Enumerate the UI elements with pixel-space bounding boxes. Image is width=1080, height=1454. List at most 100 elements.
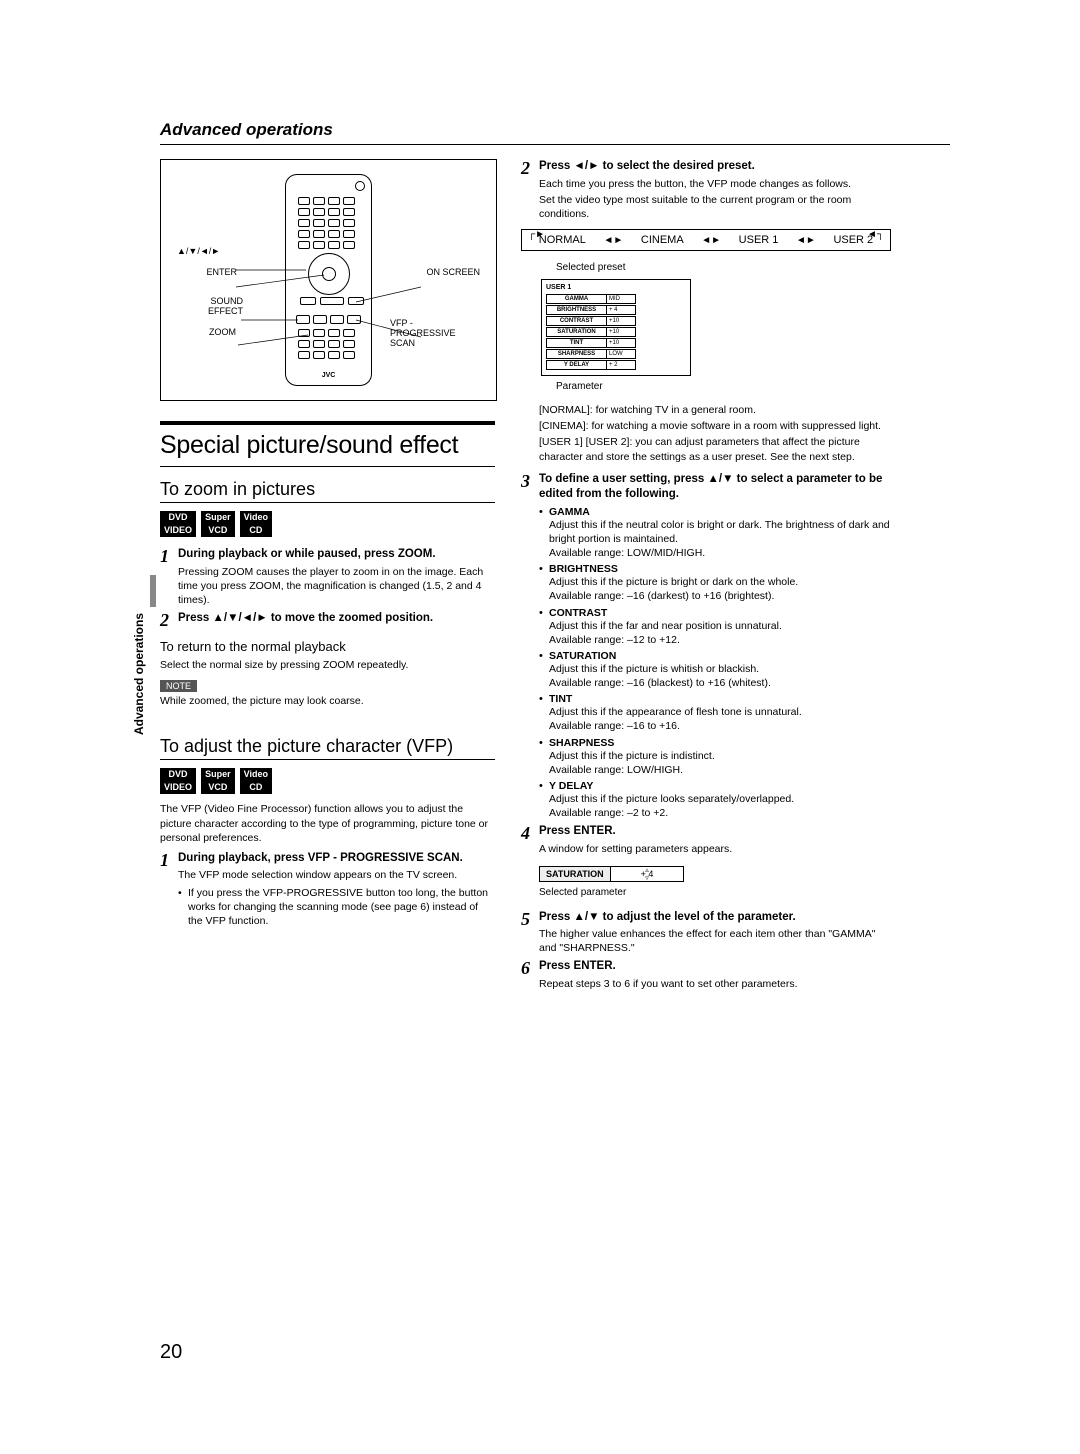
param-name: CONTRAST bbox=[549, 607, 782, 619]
saturation-adjust-box: SATURATION ▵ + 4 ▿ bbox=[539, 866, 684, 882]
param-name: GAMMA bbox=[549, 506, 891, 518]
section-header: Advanced operations bbox=[160, 120, 950, 145]
param-name: SHARPNESS bbox=[549, 737, 715, 749]
zoom-step-1: 1 During playback or while paused, press… bbox=[160, 547, 495, 607]
vfp-step-1: 1 During playback, press VFP - PROGRESSI… bbox=[160, 851, 495, 928]
step-number: 2 bbox=[160, 611, 178, 629]
flow-arrow-icon: ◄┐ bbox=[867, 229, 884, 240]
vfp-step-5: 5 Press ▲/▼ to adjust the level of the p… bbox=[521, 910, 891, 956]
remote-body: JVC bbox=[285, 174, 372, 386]
param-item: •CONTRASTAdjust this if the far and near… bbox=[539, 607, 891, 647]
flow-item: NORMAL bbox=[539, 234, 586, 246]
bullet-icon: • bbox=[539, 506, 549, 561]
step-heading: Press ENTER. bbox=[539, 959, 891, 975]
step-heading: Press ▲/▼ to adjust the level of the par… bbox=[539, 910, 891, 926]
note-text: While zoomed, the picture may look coars… bbox=[160, 694, 495, 708]
bullet-icon: • bbox=[539, 737, 549, 777]
remote-btn-row bbox=[300, 297, 364, 305]
preset-param-value: +10 bbox=[607, 338, 636, 348]
flow-item: CINEMA bbox=[641, 234, 684, 246]
step-number: 1 bbox=[160, 547, 178, 565]
note-label: NOTE bbox=[160, 680, 197, 692]
vfp-step-2: 2 Press ◄/► to select the desired preset… bbox=[521, 159, 891, 221]
step-text: Pressing ZOOM causes the player to zoom … bbox=[178, 565, 495, 608]
param-desc: Adjust this if the picture is whitish or… bbox=[549, 662, 771, 676]
step-heading: Press ENTER. bbox=[539, 824, 891, 840]
remote-label-zoom: ZOOM bbox=[209, 327, 236, 337]
return-heading: To return to the normal playback bbox=[160, 639, 495, 654]
remote-dpad-icon bbox=[308, 253, 350, 295]
preset-param-name: TINT bbox=[546, 338, 607, 348]
preset-flow-diagram: ┌► NORMAL ◄► CINEMA ◄► USER 1 ◄► USER 2 … bbox=[521, 229, 891, 251]
flow-arrow-icon: ┌► bbox=[528, 229, 545, 240]
step-text: The higher value enhances the effect for… bbox=[539, 927, 891, 955]
param-desc: Adjust this if the picture looks separat… bbox=[549, 792, 794, 806]
step-heading: Press ◄/► to select the desired preset. bbox=[539, 159, 891, 175]
mode-user: [USER 1] [USER 2]: you can adjust parame… bbox=[539, 435, 891, 463]
two-column-layout: ▲/▼/◄/► ENTER SOUNDEFFECT ZOOM ON SCREEN… bbox=[160, 159, 950, 995]
remote-diagram: ▲/▼/◄/► ENTER SOUNDEFFECT ZOOM ON SCREEN… bbox=[160, 159, 497, 401]
arrow-icon: ◄► bbox=[701, 235, 721, 246]
step-text: Each time you press the button, the VFP … bbox=[539, 177, 891, 191]
step-heading: During playback or while paused, press Z… bbox=[178, 547, 495, 563]
badge-super: Super bbox=[201, 511, 235, 524]
arrow-icon: ◄► bbox=[796, 235, 816, 246]
selected-param-label: Selected parameter bbox=[539, 886, 891, 900]
param-item: •BRIGHTNESSAdjust this if the picture is… bbox=[539, 563, 891, 603]
remote-btn-grid-1 bbox=[298, 197, 355, 249]
badge: Super bbox=[201, 768, 235, 781]
param-desc: Adjust this if the appearance of flesh t… bbox=[549, 705, 802, 719]
step-heading: Press ▲/▼/◄/► to move the zoomed positio… bbox=[178, 611, 495, 627]
preset-row: SATURATION+10 bbox=[546, 327, 686, 337]
param-name: TINT bbox=[549, 693, 802, 705]
param-item: •TINTAdjust this if the appearance of fl… bbox=[539, 693, 891, 733]
sat-value: ▵ + 4 ▿ bbox=[611, 867, 684, 881]
badge: VCD bbox=[201, 781, 235, 794]
preset-box-title: USER 1 bbox=[546, 284, 686, 291]
param-name: Y DELAY bbox=[549, 780, 794, 792]
vfp-intro: The VFP (Video Fine Processor) function … bbox=[160, 802, 495, 845]
badge: CD bbox=[240, 781, 272, 794]
param-range: Available range: –16 (blackest) to +16 (… bbox=[549, 676, 771, 690]
preset-row: GAMMAMID bbox=[546, 294, 686, 304]
preset-row: BRIGHTNESS+ 4 bbox=[546, 305, 686, 315]
step-heading: To define a user setting, press ▲/▼ to s… bbox=[539, 472, 891, 503]
preset-param-name: SHARPNESS bbox=[546, 349, 607, 359]
format-badges-2: DVD VIDEO Super VCD Video CD bbox=[160, 768, 495, 794]
step-number: 2 bbox=[521, 159, 539, 177]
preset-param-name: CONTRAST bbox=[546, 316, 607, 326]
preset-param-value: LOW bbox=[607, 349, 636, 359]
page-number: 20 bbox=[160, 1341, 182, 1364]
side-tab-marker bbox=[150, 575, 156, 607]
step-number: 6 bbox=[521, 959, 539, 977]
up-arrow-icon: ▵ bbox=[645, 866, 649, 874]
remote-btn-row-2 bbox=[296, 315, 361, 324]
left-column: ▲/▼/◄/► ENTER SOUNDEFFECT ZOOM ON SCREEN… bbox=[160, 159, 495, 995]
preset-param-name: GAMMA bbox=[546, 294, 607, 304]
step-number: 4 bbox=[521, 824, 539, 842]
step-bullet-text: If you press the VFP-PROGRESSIVE button … bbox=[188, 886, 495, 929]
param-desc: Adjust this if the picture is bright or … bbox=[549, 575, 798, 589]
manual-page: Advanced operations Advanced operations … bbox=[0, 0, 1080, 1454]
right-column: 2 Press ◄/► to select the desired preset… bbox=[521, 159, 891, 995]
mode-cinema: [CINEMA]: for watching a movie software … bbox=[539, 419, 891, 433]
badge: DVD bbox=[160, 768, 196, 781]
step-number: 1 bbox=[160, 851, 178, 869]
param-range: Available range: –12 to +12. bbox=[549, 633, 782, 647]
step-bullet: • If you press the VFP-PROGRESSIVE butto… bbox=[178, 886, 495, 929]
bullet-icon: • bbox=[539, 780, 549, 820]
remote-label-sound: SOUNDEFFECT bbox=[191, 296, 243, 316]
param-range: Available range: –2 to +2. bbox=[549, 806, 794, 820]
preset-row: Y DELAY+ 2 bbox=[546, 360, 686, 370]
badge-cd: CD bbox=[240, 524, 272, 537]
bullet-icon: • bbox=[539, 693, 549, 733]
param-item: •GAMMAAdjust this if the neutral color i… bbox=[539, 506, 891, 561]
badge: Video bbox=[240, 768, 272, 781]
param-range: Available range: LOW/HIGH. bbox=[549, 763, 715, 777]
step-text: A window for setting parameters appears. bbox=[539, 842, 891, 856]
flow-item: USER 1 bbox=[739, 234, 779, 246]
preset-param-value: +10 bbox=[607, 316, 636, 326]
param-item: •SHARPNESSAdjust this if the picture is … bbox=[539, 737, 891, 777]
bullet-icon: • bbox=[539, 563, 549, 603]
remote-label-onscreen: ON SCREEN bbox=[426, 267, 480, 277]
